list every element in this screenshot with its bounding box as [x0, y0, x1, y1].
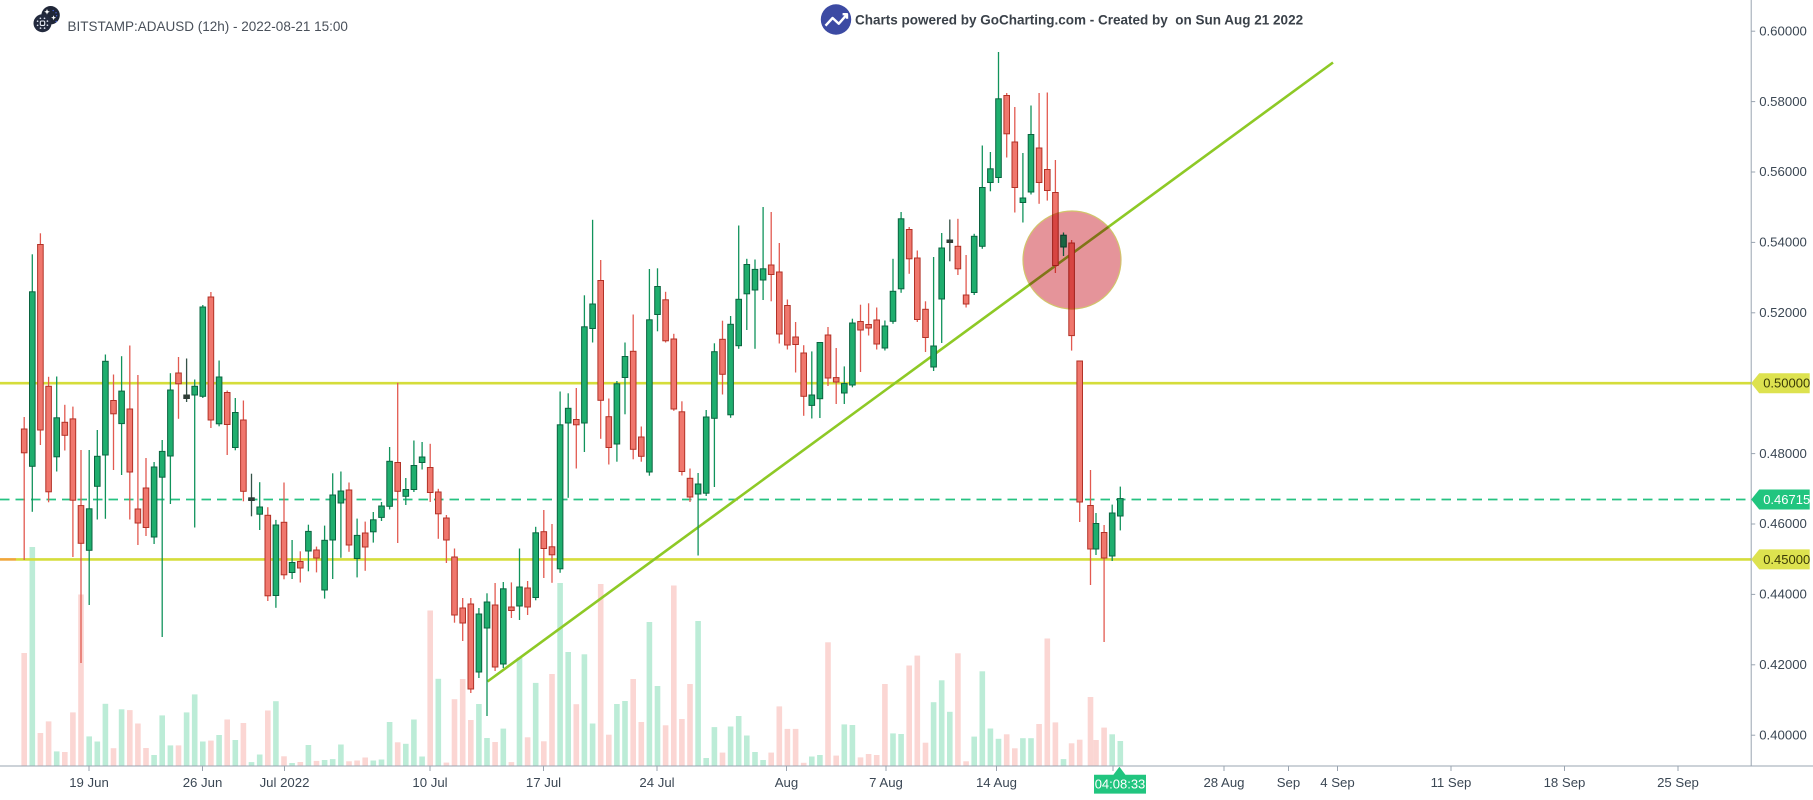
svg-text:Sep: Sep	[1277, 775, 1300, 790]
svg-text:0.52000: 0.52000	[1759, 305, 1807, 320]
svg-text:0.45000: 0.45000	[1763, 552, 1810, 567]
svg-text:0.42000: 0.42000	[1759, 657, 1807, 672]
svg-text:Charts powered by GoCharting.c: Charts powered by GoCharting.com - Creat…	[855, 13, 1303, 28]
svg-text:7 Aug: 7 Aug	[869, 775, 903, 790]
svg-text:10 Jul: 10 Jul	[412, 775, 447, 790]
svg-text:19 Jun: 19 Jun	[69, 775, 109, 790]
svg-text:14 Aug: 14 Aug	[976, 775, 1017, 790]
svg-text:24 Jul: 24 Jul	[639, 775, 674, 790]
svg-text:25 Sep: 25 Sep	[1657, 775, 1699, 790]
svg-text:0.46000: 0.46000	[1759, 516, 1807, 531]
svg-text:Jul 2022: Jul 2022	[260, 775, 310, 790]
svg-text:0.48000: 0.48000	[1759, 446, 1807, 461]
svg-text:Aug: Aug	[775, 775, 798, 790]
svg-text:18 Sep: 18 Sep	[1544, 775, 1586, 790]
svg-text:BITSTAMP:ADAUSD (12h) - 2022-0: BITSTAMP:ADAUSD (12h) - 2022-08-21 15:00	[68, 19, 348, 34]
svg-text:4 Sep: 4 Sep	[1320, 775, 1354, 790]
svg-text:11 Sep: 11 Sep	[1431, 775, 1472, 790]
svg-text:0.56000: 0.56000	[1759, 164, 1807, 179]
svg-text:0.40000: 0.40000	[1759, 727, 1807, 742]
svg-text:0.50000: 0.50000	[1763, 376, 1810, 391]
svg-text:0.60000: 0.60000	[1759, 23, 1807, 38]
svg-text:26 Jun: 26 Jun	[183, 775, 223, 790]
svg-text:0.54000: 0.54000	[1759, 235, 1807, 250]
svg-text:0.46715: 0.46715	[1763, 492, 1810, 507]
svg-text:04:08:33: 04:08:33	[1095, 777, 1146, 792]
svg-text:0.58000: 0.58000	[1759, 94, 1807, 109]
svg-text:28 Aug: 28 Aug	[1203, 775, 1244, 790]
svg-text:17 Jul: 17 Jul	[526, 775, 561, 790]
svg-text:0.44000: 0.44000	[1759, 587, 1807, 602]
